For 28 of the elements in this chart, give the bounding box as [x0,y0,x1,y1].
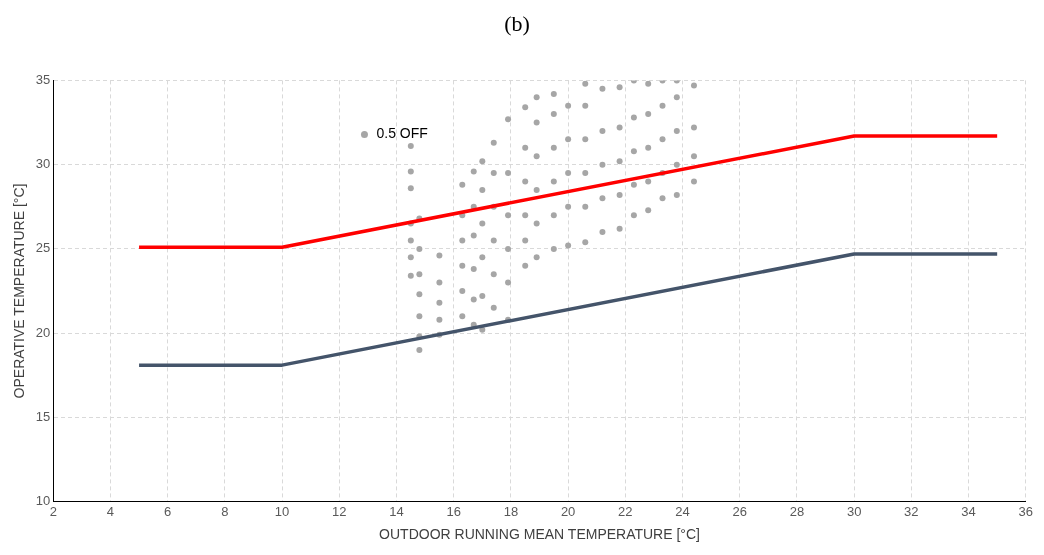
y-tick-label: 30 [35,156,51,172]
x-tick-label: 18 [503,503,519,519]
y-tick-label: 10 [35,493,51,509]
x-tick-label: 30 [846,503,862,519]
y-tick-label: 20 [35,324,51,340]
legend-label: 0.5 OFF [376,125,428,142]
x-tick-label: 32 [904,503,919,519]
x-tick-label: 16 [446,503,461,519]
x-tick-label: 28 [789,503,805,519]
chart-title: (b) [504,10,530,36]
y-tick-label: 25 [35,240,51,256]
x-tick-label: 24 [675,503,690,519]
x-tick-label: 34 [961,503,976,519]
x-axis-title: OUTDOOR RUNNING MEAN TEMPERATURE [°C] [379,526,700,543]
x-tick-label: 8 [221,503,229,519]
x-tick-label: 22 [618,503,633,519]
y-tick-label: 35 [35,71,51,87]
x-tick-label: 2 [49,503,57,519]
x-tick-label: 20 [560,503,576,519]
y-tick-label: 15 [35,408,51,424]
x-tick-label: 6 [164,503,172,519]
x-tick-label: 10 [274,503,290,519]
x-tick-label: 26 [732,503,747,519]
x-tick-label: 36 [1018,503,1033,519]
y-axis-title: OPERATIVE TEMPERATURE [°C] [11,183,28,399]
x-tick-label: 14 [389,503,404,519]
x-tick-label: 12 [332,503,347,519]
x-tick-label: 4 [106,503,115,519]
